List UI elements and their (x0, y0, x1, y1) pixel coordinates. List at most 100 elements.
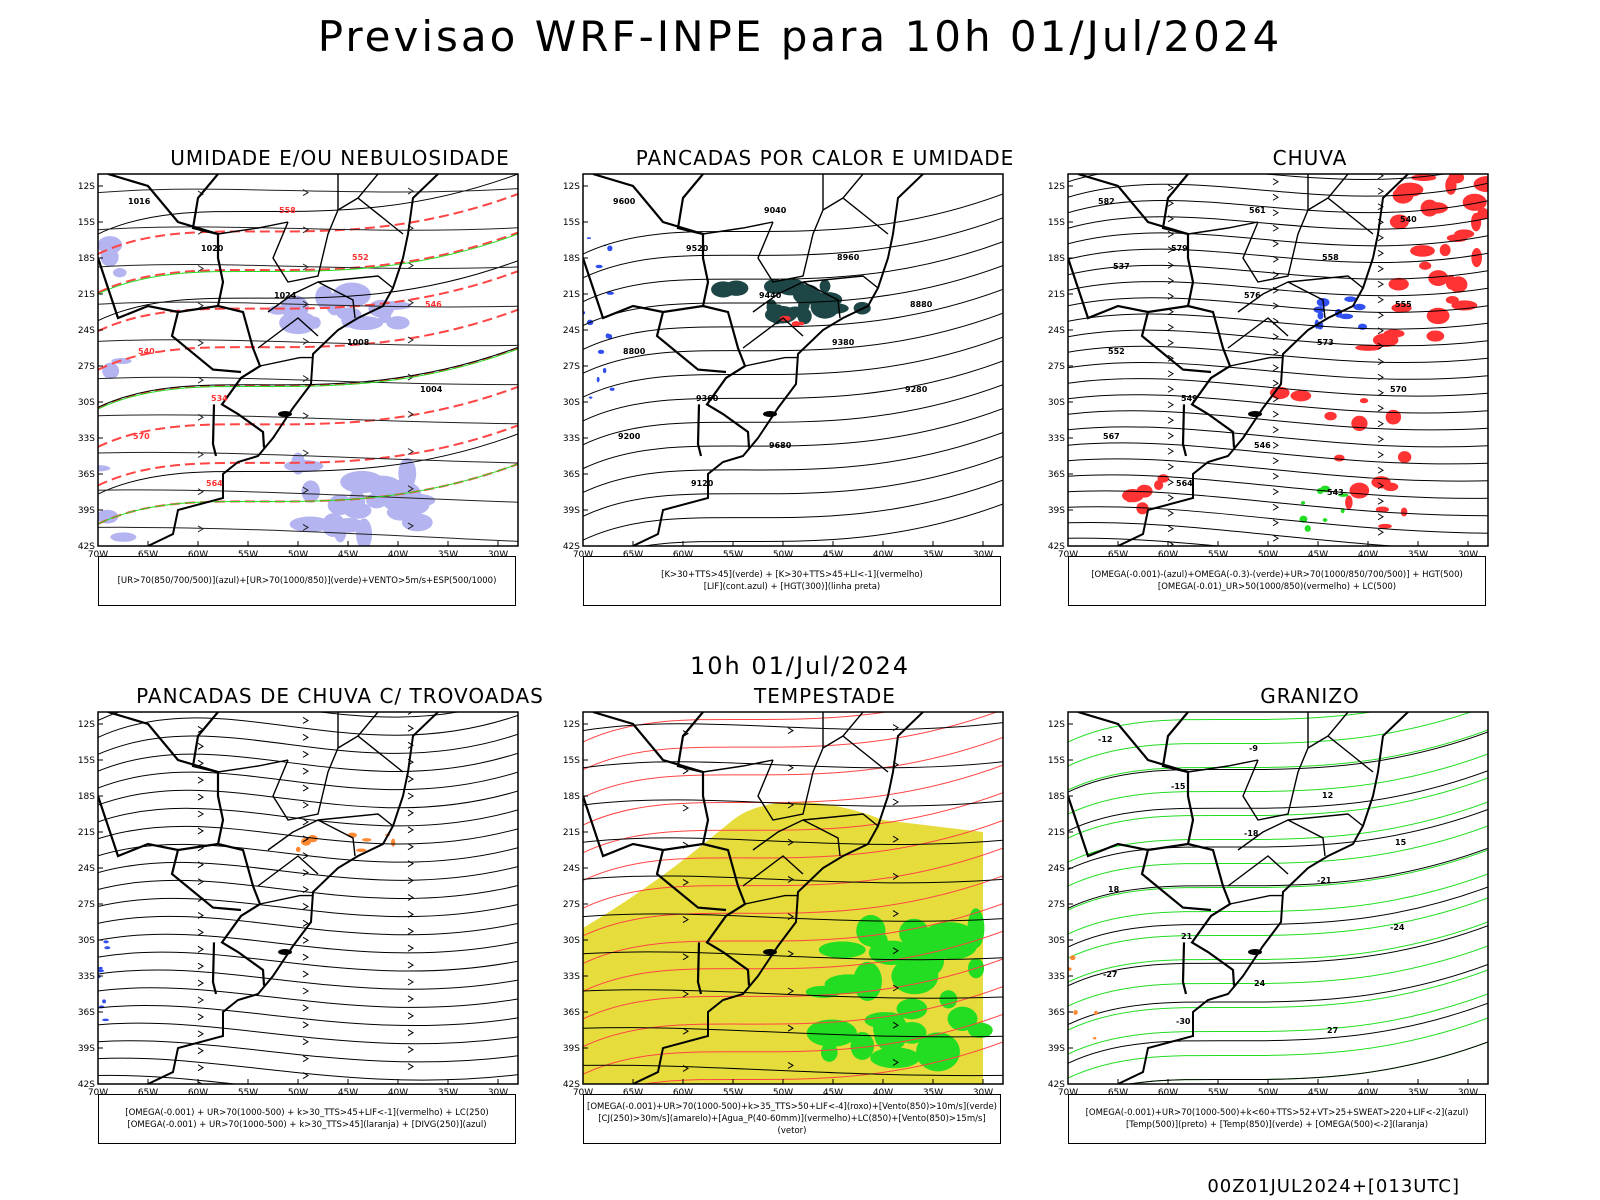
contour-label: 552 (352, 253, 369, 262)
panel-legend: [OMEGA(-0.001)+UR>70(1000-500)+k<60+TTS>… (1068, 1094, 1486, 1144)
rain-blob-15 (1410, 245, 1435, 257)
lat-label: 27S (563, 362, 580, 372)
vector-arrow (787, 801, 794, 809)
hgt-contour-0 (583, 193, 1003, 255)
omega-green-blob-3 (1304, 525, 1311, 532)
lc850-contour-2 (583, 736, 1003, 798)
panel-legend: [UR>70(850/700/500)](azul)+[UR>70(1000/8… (98, 556, 516, 606)
border-8 (1227, 855, 1289, 887)
wind-arrow (407, 522, 414, 530)
lon-label: 30W (488, 550, 508, 560)
humidity-blob-9 (386, 504, 416, 521)
hgt500-arrow (1377, 435, 1384, 443)
hgt500-line-8 (1068, 297, 1488, 313)
temp850-contour-11 (1068, 945, 1488, 1007)
map-plot: 9600 9520 9440 9380 9280 9200 9120 9040 8960 8880… (563, 173, 1004, 560)
lat-label: 27S (1048, 900, 1065, 910)
border-1 (170, 842, 242, 912)
border-1 (655, 304, 727, 374)
hgt500-line-16 (1068, 426, 1488, 448)
hgt500-line-14 (1068, 394, 1488, 414)
humidity-blob-4 (102, 362, 120, 380)
rain-blob-14 (1383, 482, 1399, 492)
rain-blob-2 (1388, 277, 1409, 291)
hgt500-arrow (1272, 395, 1279, 403)
map-plot: 582 579 576 573 570 567 564 561 558 555 552 549 546 5… (1048, 173, 1489, 560)
border-3 (107, 174, 219, 236)
lat-label: 24S (78, 326, 95, 336)
humidity-blob-7 (356, 518, 373, 546)
temp500-contour-3 (1068, 847, 1488, 909)
omega-green-blob-0 (1300, 501, 1306, 505)
wind-arrow (302, 486, 309, 494)
lon-label: 50W (288, 550, 308, 560)
lc250-line-11 (98, 897, 518, 918)
coastline (1117, 712, 1410, 1084)
rain-blob-2 (1269, 386, 1290, 400)
hgt500-line-13 (1068, 378, 1488, 397)
rain-blob-5 (1400, 507, 1408, 517)
border-8 (1227, 317, 1289, 349)
contour-label: 543 (1327, 488, 1344, 497)
hgt500-arrow (1377, 497, 1384, 505)
coastline (147, 174, 440, 546)
lon-label: 30W (973, 1088, 993, 1098)
hgt500-arrow (1272, 457, 1279, 465)
lon-label: 65W (138, 550, 158, 560)
lat-label: 24S (78, 864, 95, 874)
wind-arrow (197, 488, 204, 496)
lat-label: 36S (78, 470, 95, 480)
lc250-arrow (407, 741, 414, 749)
lc250-arrow (302, 784, 309, 792)
wind-arrow (302, 189, 309, 197)
contour-label: 564 (206, 479, 223, 488)
hgt500-line-5 (1068, 248, 1488, 263)
lon-label: 70W (573, 1088, 593, 1098)
lon-label: 65W (138, 1088, 158, 1098)
omega500-blob-3 (1070, 955, 1076, 961)
rain-blob-9 (1397, 451, 1412, 464)
lon-label: 70W (1058, 550, 1078, 560)
lc250-arrow (407, 826, 414, 834)
hgt500-arrow (1377, 466, 1384, 474)
wind-arrow (407, 262, 414, 269)
lif-blob-4 (602, 367, 607, 374)
lon-label: 60W (673, 550, 693, 560)
hgt-contour-6 (583, 336, 1003, 398)
temp850-contour-2 (1068, 729, 1488, 791)
hgt-contour-12 (583, 479, 1003, 541)
lc250-arrow (302, 953, 309, 961)
border-8 (742, 317, 804, 349)
vector-arrow (682, 990, 689, 998)
vector-arrow (892, 1021, 899, 1029)
lagoon (1248, 411, 1262, 417)
hgt500-arrow (1377, 249, 1384, 257)
panel-pancadas-calor: PANCADAS POR CALOR E UMIDADE 9600 9520 9440… (563, 146, 1075, 626)
lat-label: 27S (1048, 362, 1065, 372)
lat-label: 18S (78, 792, 95, 802)
vector-arrow (682, 804, 689, 812)
lc250-arrow (407, 792, 414, 800)
hgt500-arrow (1377, 187, 1384, 195)
contour-label: -18 (1244, 829, 1259, 838)
hgt-contour-8 (583, 384, 1003, 446)
legend-line: [OMEGA(-0.01)_UR>50(1000/850)(vermelho) … (1157, 582, 1397, 592)
lat-label: 24S (1048, 864, 1065, 874)
rain-blob-15 (1349, 482, 1370, 499)
lc250-arrow (302, 1004, 309, 1012)
contour-label: 564 (1176, 479, 1193, 488)
hgt500-line-22 (1068, 521, 1400, 546)
legend-line: [OMEGA(-0.001)-(azul)+OMEGA(-0.3)-(verde… (1091, 570, 1463, 580)
vector-arrow (682, 767, 689, 775)
hgt500-line-6 (1068, 264, 1488, 280)
lc250-line-1 (98, 714, 518, 738)
lif-blob-5 (607, 245, 613, 252)
lon-label: 40W (388, 1088, 408, 1098)
lat-label: 33S (78, 434, 95, 444)
lc250-line-6 (98, 807, 518, 827)
wind850-blob-7 (968, 1022, 993, 1038)
lon-label: 70W (88, 550, 108, 560)
lc250-arrow (302, 919, 309, 927)
lat-label: 21S (1048, 828, 1065, 838)
